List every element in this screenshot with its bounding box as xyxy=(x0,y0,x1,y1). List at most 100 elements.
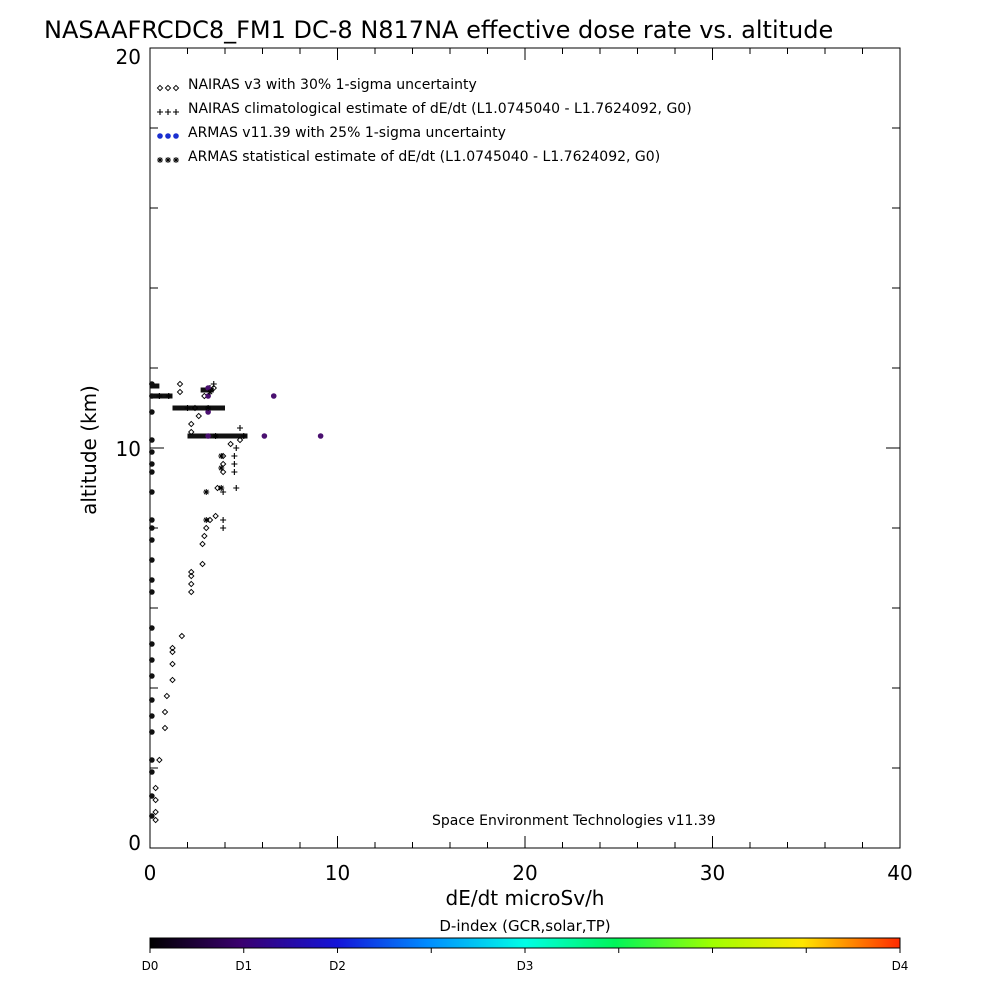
data-point xyxy=(161,724,169,732)
colorbar-title: D-index (GCR,solar,TP) xyxy=(439,917,610,935)
data-point xyxy=(227,440,234,448)
data-point xyxy=(152,796,159,804)
y-tick-labels: 0 10 20 xyxy=(116,45,141,855)
legend-label-armas: ARMAS v11.39 with 25% 1-sigma uncertaint… xyxy=(188,125,506,141)
x-tick-label: 20 xyxy=(512,861,537,885)
data-point xyxy=(199,540,206,548)
x-tick-label: 0 xyxy=(144,861,157,885)
legend-symbol xyxy=(165,157,171,163)
colorbar-tick-label: D0 xyxy=(142,959,159,973)
data-point xyxy=(205,409,211,415)
data-point xyxy=(149,449,155,455)
data-point xyxy=(188,580,195,588)
data-point xyxy=(212,433,219,439)
data-point xyxy=(218,465,225,471)
data-point xyxy=(188,428,195,436)
colorbar-tick-label: D1 xyxy=(235,959,252,973)
data-point xyxy=(149,461,155,467)
data-point xyxy=(206,516,214,524)
data-point xyxy=(191,404,199,412)
data-point xyxy=(169,644,176,652)
y-tick-label: 0 xyxy=(128,831,141,855)
legend-symbol xyxy=(165,109,171,115)
data-point xyxy=(317,433,324,439)
dose-bands xyxy=(150,383,248,439)
legend-symbol xyxy=(173,133,179,139)
data-point xyxy=(195,412,202,420)
data-point xyxy=(149,393,155,399)
data-point xyxy=(178,632,186,640)
data-marks xyxy=(149,380,324,824)
legend-symbol xyxy=(156,84,164,92)
data-point xyxy=(149,769,155,775)
data-point xyxy=(214,484,221,492)
data-point xyxy=(270,393,277,399)
data-point xyxy=(149,517,155,523)
data-point xyxy=(152,816,159,824)
data-point xyxy=(188,420,195,428)
data-point xyxy=(205,405,212,411)
data-point xyxy=(149,537,155,543)
data-point xyxy=(210,381,217,387)
data-point xyxy=(176,380,184,388)
axis-ticks xyxy=(149,47,901,849)
data-point xyxy=(149,793,155,799)
plot-frame xyxy=(149,47,901,849)
data-point xyxy=(201,532,208,540)
data-point xyxy=(149,729,155,735)
data-point xyxy=(161,708,169,716)
x-tick-label: 40 xyxy=(887,861,912,885)
legend-symbol xyxy=(157,157,163,163)
data-point xyxy=(231,461,238,467)
data-point xyxy=(163,692,171,700)
data-point xyxy=(149,589,155,595)
colorbar-tick-label: D3 xyxy=(517,959,534,973)
legend: NAIRAS v3 with 30% 1-sigma uncertainty N… xyxy=(156,77,692,165)
y-axis-label: altitude (km) xyxy=(77,385,101,515)
data-point xyxy=(237,425,243,431)
x-tick-label: 10 xyxy=(325,861,350,885)
data-point xyxy=(233,445,240,451)
data-point xyxy=(218,453,225,459)
data-point xyxy=(205,433,211,439)
legend-label-nairas-v3: NAIRAS v3 with 30% 1-sigma uncertainty xyxy=(188,77,477,93)
data-point xyxy=(149,657,155,663)
data-point xyxy=(203,524,210,532)
data-point xyxy=(203,489,210,495)
data-point xyxy=(149,409,155,415)
data-point xyxy=(169,676,176,684)
data-point xyxy=(176,388,184,396)
legend-label-armas-statistical: ARMAS statistical estimate of dE/dt (L1.… xyxy=(188,149,660,165)
data-point xyxy=(188,572,195,580)
data-point xyxy=(220,517,227,523)
legend-label-nairas-climatological: NAIRAS climatological estimate of dE/dt … xyxy=(188,101,692,117)
colorbar-tick-label: D2 xyxy=(329,959,346,973)
data-point xyxy=(184,405,191,411)
legend-symbol xyxy=(172,84,180,92)
chart-title: NASAAFRCDC8_FM1 DC-8 N817NA effective do… xyxy=(44,16,833,44)
legend-symbol xyxy=(173,157,179,163)
data-point xyxy=(203,517,210,523)
legend-symbols xyxy=(156,84,180,163)
legend-symbol xyxy=(164,84,172,92)
data-point xyxy=(149,577,155,583)
legend-symbol xyxy=(157,109,163,115)
data-point xyxy=(219,468,227,476)
dose-band xyxy=(172,405,225,411)
legend-symbol xyxy=(173,109,179,115)
data-point xyxy=(212,512,219,520)
x-tick-label: 30 xyxy=(700,861,725,885)
data-point xyxy=(188,588,195,596)
data-point xyxy=(149,713,155,719)
data-point xyxy=(156,393,163,399)
data-point xyxy=(149,525,155,531)
data-point xyxy=(149,489,155,495)
credit-text: Space Environment Technologies v11.39 xyxy=(432,813,716,829)
colorbar-ticks: D0 D1 D2 D3 D4 xyxy=(142,948,908,973)
data-point xyxy=(149,437,155,443)
data-point xyxy=(231,453,238,459)
data-point xyxy=(149,469,155,475)
data-point xyxy=(152,808,159,816)
data-point xyxy=(218,485,225,491)
